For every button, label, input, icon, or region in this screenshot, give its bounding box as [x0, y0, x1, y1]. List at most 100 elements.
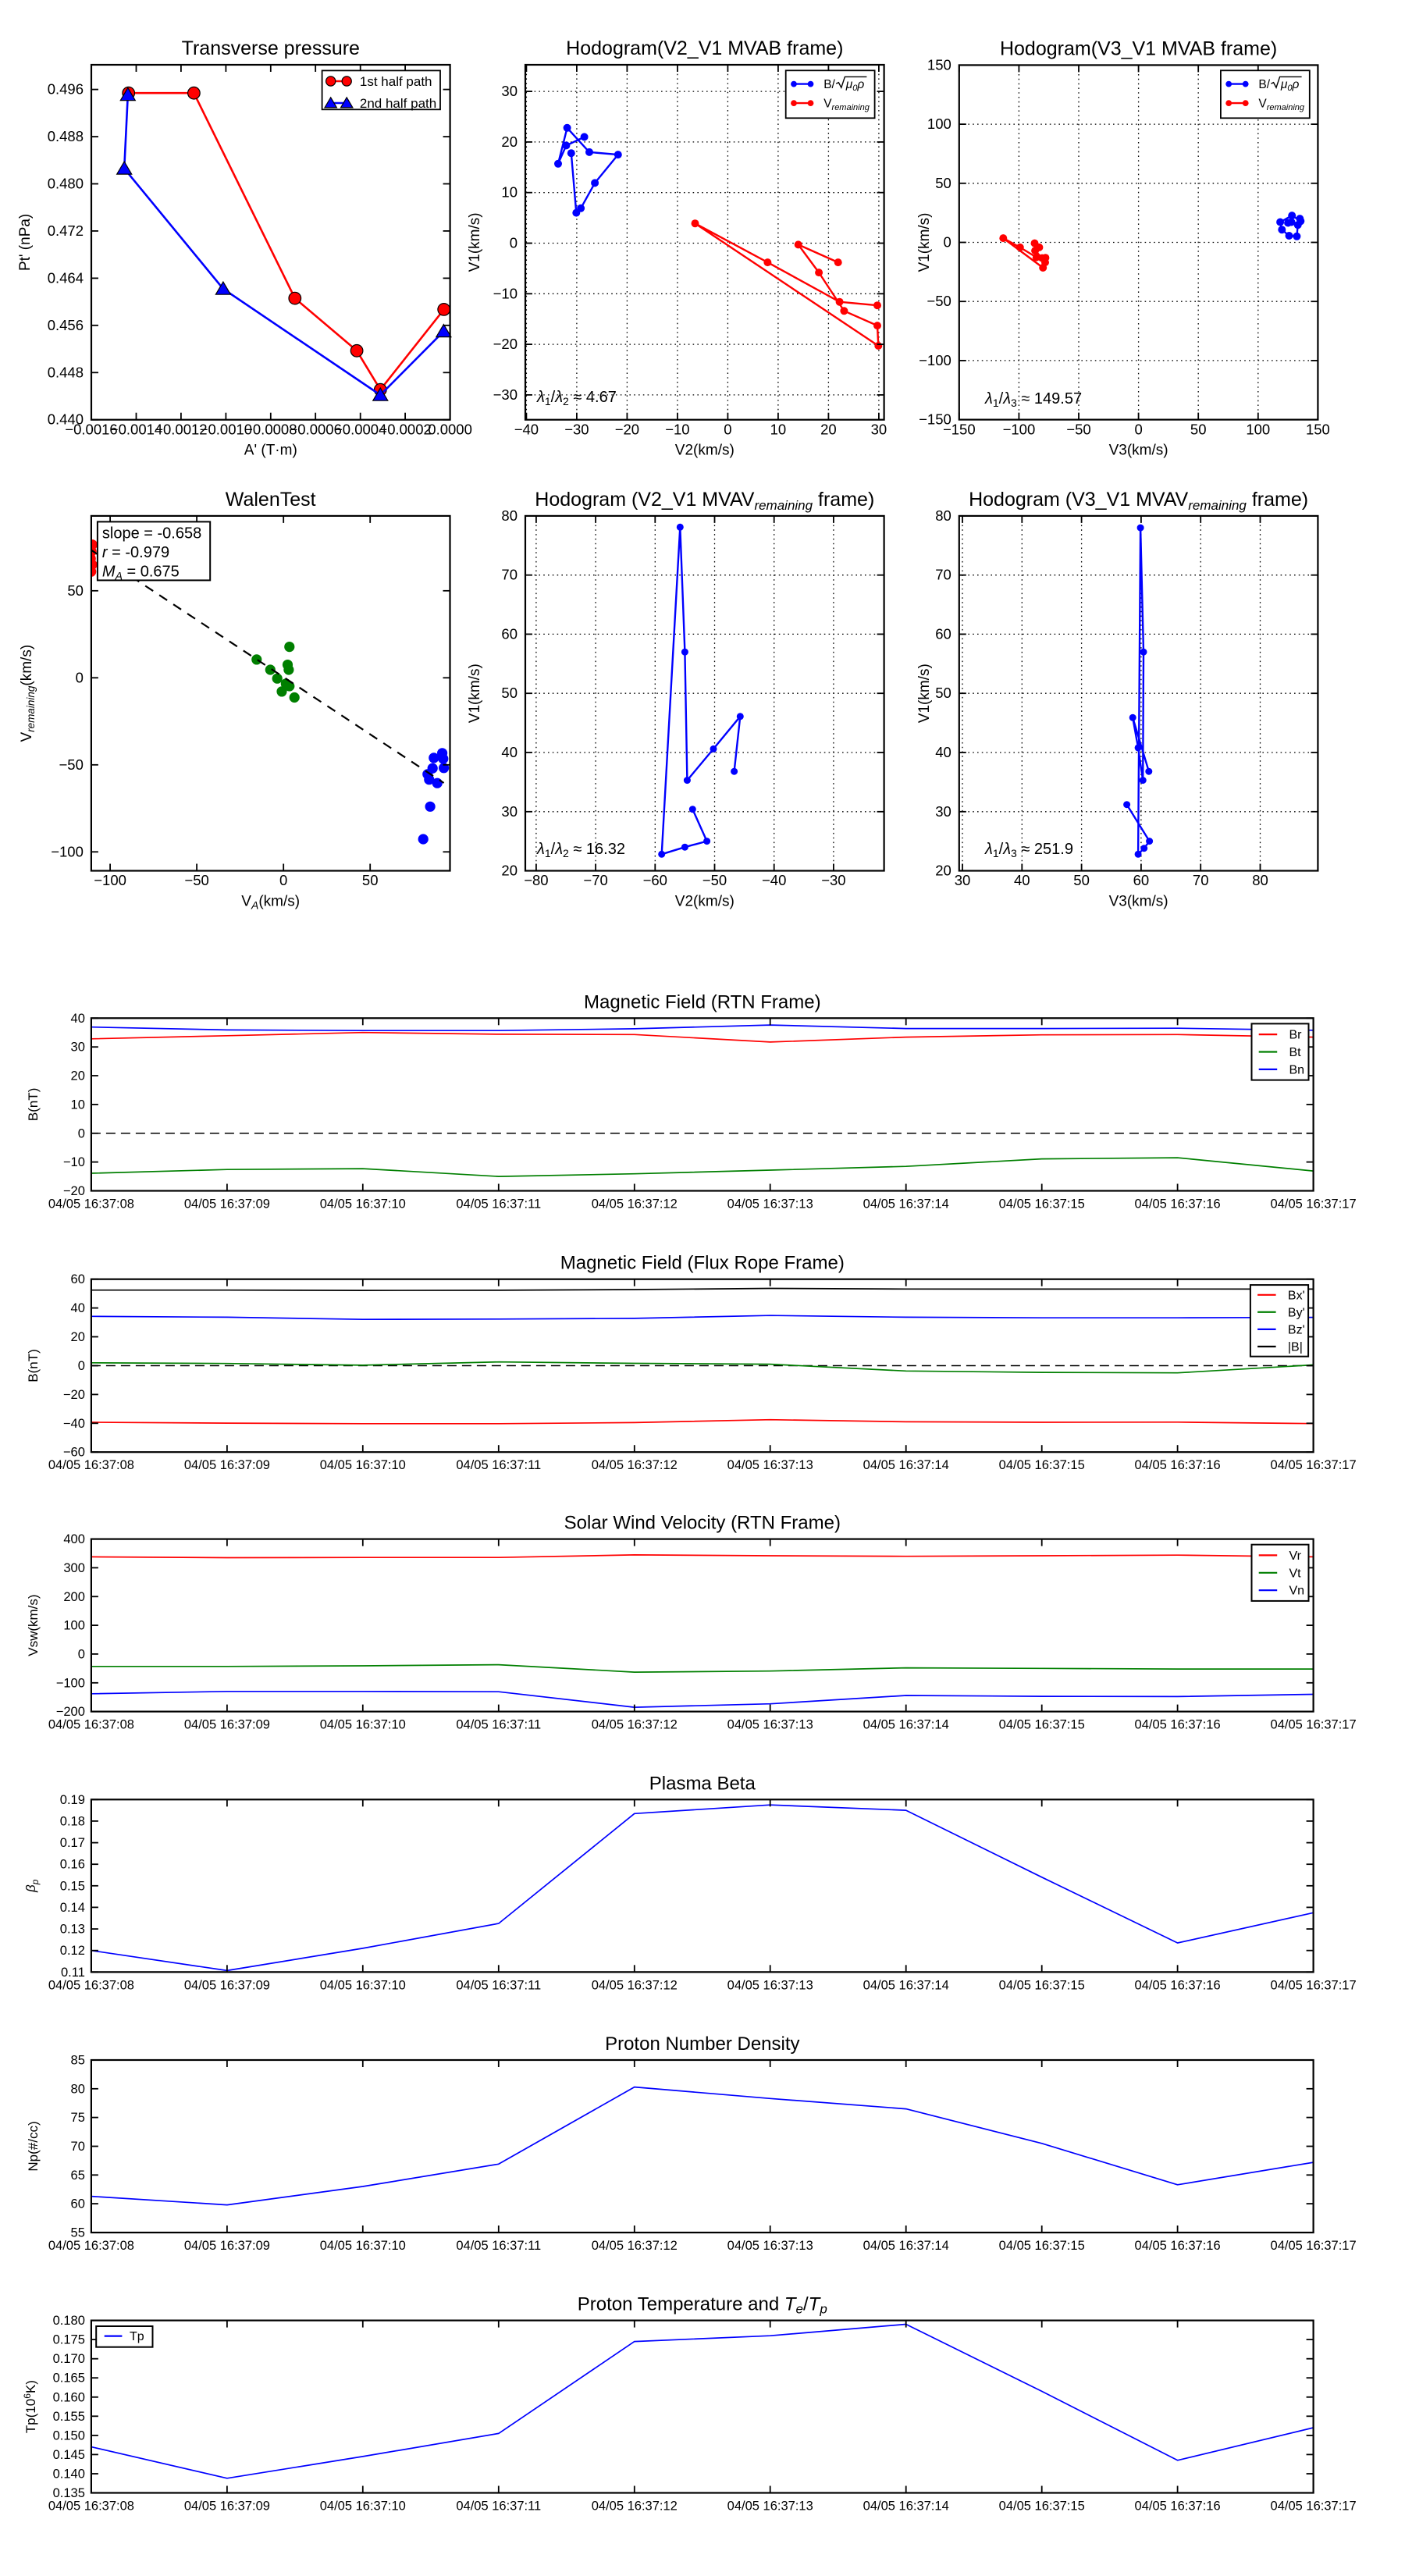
svg-text:04/05 16:37:14: 04/05 16:37:14 [863, 2239, 949, 2253]
svg-text:−0.0012: −0.0012 [155, 421, 207, 437]
svg-text:50: 50 [67, 582, 84, 599]
svg-text:60: 60 [71, 1272, 85, 1286]
svg-text:−150: −150 [919, 411, 951, 428]
svg-text:50: 50 [935, 685, 951, 701]
svg-text:−200: −200 [56, 1705, 85, 1719]
svg-text:30: 30 [955, 872, 971, 888]
svg-text:Hodogram (V3_V1 MVAVremaining: Hodogram (V3_V1 MVAVremaining frame) [969, 489, 1308, 513]
svg-text:MA = 0.675: MA = 0.675 [102, 563, 180, 582]
svg-text:−0.0004: −0.0004 [334, 421, 386, 437]
svg-text:20: 20 [820, 421, 837, 437]
svg-text:−10: −10 [63, 1155, 85, 1169]
svg-text:μ0ρ: μ0ρ [845, 78, 865, 93]
svg-text:0: 0 [1134, 421, 1142, 437]
svg-text:Pt' (nPa): Pt' (nPa) [17, 214, 34, 271]
svg-text:−80: −80 [524, 872, 548, 888]
svg-text:0.14: 0.14 [60, 1901, 85, 1915]
svg-text:0.11: 0.11 [61, 1966, 85, 1980]
svg-text:−50: −50 [702, 872, 727, 888]
svg-text:0: 0 [724, 421, 731, 437]
svg-text:20: 20 [71, 1069, 85, 1083]
svg-text:04/05 16:37:17: 04/05 16:37:17 [1271, 2500, 1357, 2514]
svg-text:V3(km/s): V3(km/s) [1109, 894, 1168, 910]
svg-text:−30: −30 [564, 421, 589, 437]
svg-text:300: 300 [63, 1561, 85, 1575]
svg-text:04/05 16:37:15: 04/05 16:37:15 [999, 2500, 1085, 2514]
svg-text:04/05 16:37:09: 04/05 16:37:09 [184, 2500, 270, 2514]
svg-text:−40: −40 [63, 1417, 85, 1431]
svg-text:50: 50 [935, 175, 951, 191]
svg-text:30: 30 [501, 83, 518, 99]
svg-text:0.480: 0.480 [48, 176, 84, 192]
svg-text:0: 0 [78, 1359, 85, 1373]
svg-text:04/05 16:37:12: 04/05 16:37:12 [592, 1458, 678, 1472]
svg-text:B(nT): B(nT) [26, 1349, 41, 1382]
svg-text:04/05 16:37:14: 04/05 16:37:14 [863, 1197, 949, 1212]
svg-text:04/05 16:37:08: 04/05 16:37:08 [48, 2500, 134, 2514]
svg-text:0: 0 [76, 669, 84, 685]
svg-text:Vt: Vt [1289, 1567, 1302, 1580]
svg-text:40: 40 [935, 744, 951, 760]
svg-text:20: 20 [71, 1330, 85, 1344]
svg-text:Proton Temperature and Te/Tp: Proton Temperature and Te/Tp [578, 2294, 827, 2317]
svg-text:100: 100 [927, 116, 951, 132]
svg-text:60: 60 [935, 625, 951, 642]
svg-text:20: 20 [501, 863, 518, 879]
svg-text:70: 70 [1193, 872, 1209, 888]
svg-text:By': By' [1288, 1306, 1305, 1319]
svg-text:−30: −30 [821, 872, 845, 888]
svg-text:−50: −50 [184, 872, 208, 888]
svg-text:Bt: Bt [1289, 1046, 1302, 1059]
svg-text:0: 0 [944, 234, 951, 251]
svg-text:04/05 16:37:09: 04/05 16:37:09 [184, 1718, 270, 1732]
svg-text:Hodogram (V2_V1 MVAVremaining: Hodogram (V2_V1 MVAVremaining frame) [535, 489, 874, 513]
svg-text:B/: B/ [1258, 78, 1270, 91]
svg-text:0.19: 0.19 [60, 1793, 85, 1807]
svg-text:λ1/λ3 ≈ 149.57: λ1/λ3 ≈ 149.57 [984, 390, 1082, 409]
svg-text:04/05 16:37:13: 04/05 16:37:13 [727, 1458, 813, 1472]
svg-text:0.180: 0.180 [53, 2314, 85, 2328]
svg-text:2nd half path: 2nd half path [360, 96, 436, 111]
svg-text:−20: −20 [615, 421, 639, 437]
svg-text:04/05 16:37:08: 04/05 16:37:08 [48, 2239, 134, 2253]
svg-text:−20: −20 [493, 336, 518, 352]
svg-text:0: 0 [510, 235, 518, 251]
svg-text:Np(#/cc): Np(#/cc) [26, 2121, 41, 2171]
svg-text:0.15: 0.15 [60, 1879, 85, 1893]
svg-text:−50: −50 [927, 293, 951, 309]
svg-text:WalenTest: WalenTest [226, 489, 316, 511]
svg-text:04/05 16:37:17: 04/05 16:37:17 [1271, 2239, 1357, 2253]
svg-text:04/05 16:37:09: 04/05 16:37:09 [184, 1197, 270, 1212]
svg-text:04/05 16:37:15: 04/05 16:37:15 [999, 1978, 1085, 1992]
svg-text:04/05 16:37:15: 04/05 16:37:15 [999, 1718, 1085, 1732]
svg-text:04/05 16:37:08: 04/05 16:37:08 [48, 1458, 134, 1472]
svg-text:04/05 16:37:16: 04/05 16:37:16 [1135, 1458, 1221, 1472]
svg-text:04/05 16:37:10: 04/05 16:37:10 [320, 2500, 406, 2514]
svg-text:30: 30 [501, 803, 518, 820]
svg-text:04/05 16:37:14: 04/05 16:37:14 [863, 1978, 949, 1992]
svg-text:0.16: 0.16 [60, 1858, 85, 1872]
svg-text:30: 30 [71, 1041, 85, 1055]
svg-text:0.13: 0.13 [60, 1923, 85, 1937]
svg-text:Bn: Bn [1289, 1063, 1305, 1076]
svg-text:04/05 16:37:14: 04/05 16:37:14 [863, 1718, 949, 1732]
svg-text:λ1/λ2 ≈ 4.67: λ1/λ2 ≈ 4.67 [536, 389, 617, 407]
svg-text:Hodogram(V3_V1 MVAB frame): Hodogram(V3_V1 MVAB frame) [1000, 37, 1277, 59]
svg-text:V3(km/s): V3(km/s) [1109, 443, 1168, 459]
svg-text:04/05 16:37:10: 04/05 16:37:10 [320, 1458, 406, 1472]
svg-text:04/05 16:37:17: 04/05 16:37:17 [1271, 1978, 1357, 1992]
svg-text:−150: −150 [943, 421, 976, 437]
svg-text:λ1/λ2 ≈ 16.32: λ1/λ2 ≈ 16.32 [536, 841, 625, 859]
svg-text:10: 10 [501, 184, 518, 201]
svg-text:−100: −100 [56, 1676, 85, 1690]
svg-text:04/05 16:37:16: 04/05 16:37:16 [1135, 2239, 1221, 2253]
svg-text:0: 0 [279, 872, 287, 888]
svg-text:04/05 16:37:11: 04/05 16:37:11 [456, 2500, 541, 2514]
svg-text:0.17: 0.17 [60, 1836, 85, 1850]
svg-text:80: 80 [71, 2082, 85, 2096]
svg-text:−0.0006: −0.0006 [290, 421, 342, 437]
svg-text:B(nT): B(nT) [26, 1088, 41, 1122]
svg-text:0.135: 0.135 [53, 2486, 85, 2500]
svg-text:40: 40 [1014, 872, 1030, 888]
svg-text:r = -0.979: r = -0.979 [102, 544, 169, 561]
